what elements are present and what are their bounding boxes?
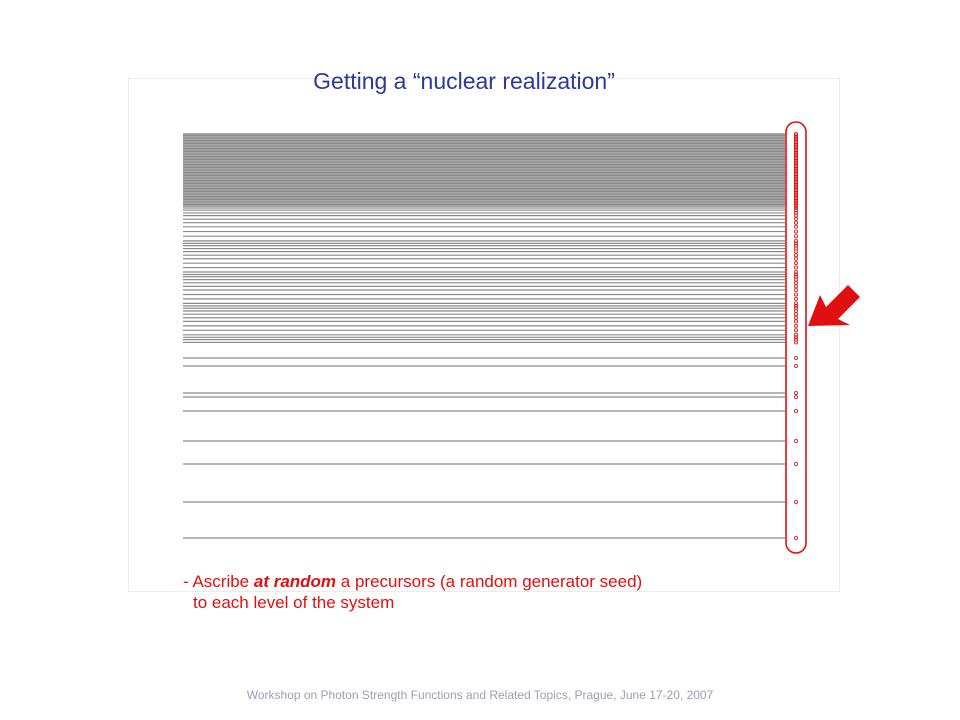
slide-title: Getting a “nuclear realization” bbox=[313, 68, 615, 94]
seed-ring-icon bbox=[794, 238, 799, 243]
seed-ring-icon bbox=[794, 499, 799, 504]
seed-ring-icon bbox=[794, 328, 799, 333]
seed-ring-icon bbox=[794, 287, 799, 292]
seed-ring-icon bbox=[794, 220, 799, 225]
seed-ring-icon bbox=[794, 256, 799, 261]
seed-ring-icon bbox=[794, 292, 799, 297]
bullet-suffix: a precursors (a random generator seed) bbox=[336, 572, 643, 591]
seed-ring-icon bbox=[794, 301, 799, 306]
seed-ring-icon bbox=[794, 335, 799, 340]
seed-ring-icon bbox=[794, 272, 799, 277]
seed-ring-icon bbox=[794, 408, 799, 413]
bullet-line-2: to each level of the system bbox=[193, 593, 395, 612]
seed-ring-icon bbox=[794, 210, 799, 215]
seed-ring-icon bbox=[794, 241, 799, 246]
seed-ring-icon bbox=[794, 363, 799, 368]
seed-ring-icon bbox=[794, 438, 799, 443]
seed-ring-icon bbox=[794, 217, 799, 222]
seed-ring-icon bbox=[794, 319, 799, 324]
seed-ring-icon bbox=[794, 202, 799, 207]
seed-ring-icon bbox=[794, 296, 799, 301]
seed-ring-icon bbox=[794, 536, 799, 541]
seed-ring-icon bbox=[794, 269, 799, 274]
seed-ring-icon bbox=[794, 390, 799, 395]
seed-ring-icon bbox=[794, 280, 799, 285]
arrow-pointing-left-down-icon bbox=[808, 285, 860, 326]
seed-ring-icon bbox=[794, 261, 799, 266]
bullet-emphasis: at random bbox=[253, 572, 337, 591]
seed-ring-icon bbox=[794, 461, 799, 466]
bullet-prefix: Ascribe bbox=[192, 572, 254, 591]
level-lines bbox=[183, 133, 785, 539]
footer-text: Workshop on Photon Strength Functions an… bbox=[246, 688, 714, 702]
seed-ring-icon bbox=[794, 229, 799, 234]
seed-ring-icon bbox=[794, 323, 799, 328]
bullet-dash: - bbox=[183, 572, 193, 591]
slide-frame bbox=[128, 78, 840, 592]
seed-ring-icon bbox=[794, 332, 799, 337]
seed-ring-icon bbox=[794, 205, 799, 210]
seed-ring-icon bbox=[794, 265, 799, 270]
seed-ring-icon bbox=[794, 312, 799, 317]
seed-ring-icon bbox=[794, 234, 799, 239]
seed-ring-icon bbox=[794, 315, 799, 320]
seed-markers bbox=[794, 131, 799, 541]
seed-ring-icon bbox=[794, 208, 799, 213]
seed-column-outline bbox=[785, 121, 807, 554]
seed-ring-icon bbox=[794, 355, 799, 360]
seed-ring-icon bbox=[794, 284, 799, 289]
seed-ring-icon bbox=[794, 394, 799, 399]
seed-ring-icon bbox=[794, 340, 799, 345]
bullet-text: - Ascribe at random a precursors (a rand… bbox=[183, 571, 803, 613]
seed-ring-icon bbox=[794, 224, 799, 229]
seed-ring-icon bbox=[794, 253, 799, 258]
seed-ring-icon bbox=[794, 203, 799, 208]
bullet-line-1: - Ascribe at random a precursors (a rand… bbox=[183, 571, 803, 592]
seed-ring-icon bbox=[794, 303, 799, 308]
